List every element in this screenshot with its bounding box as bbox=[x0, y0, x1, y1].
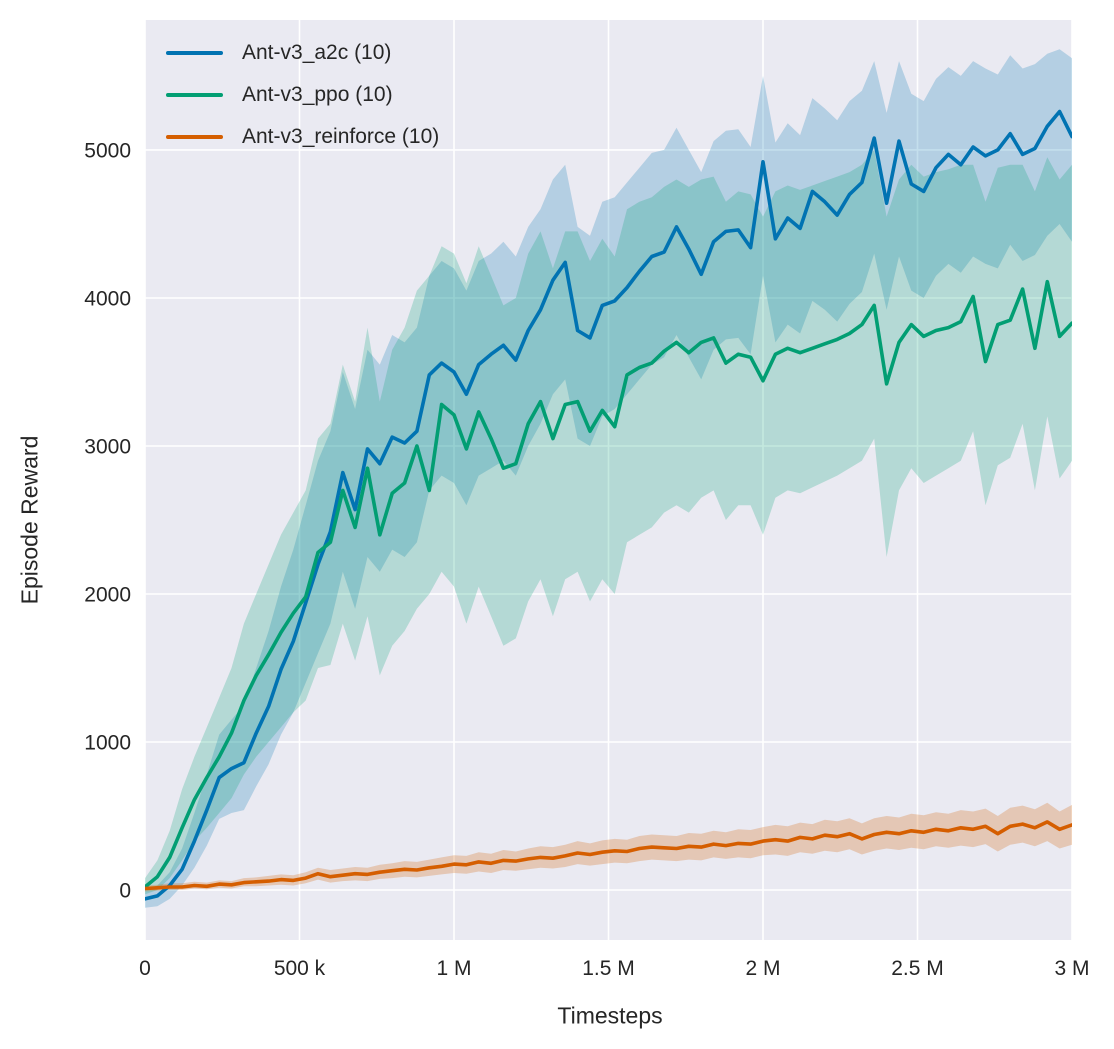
legend-entry-ppo: Ant-v3_ppo (10) bbox=[166, 74, 439, 116]
x-axis-label: Timesteps bbox=[557, 1002, 663, 1029]
x-tick-label: 500 k bbox=[274, 957, 326, 980]
legend-label-reinforce: Ant-v3_reinforce (10) bbox=[242, 125, 440, 148]
y-tick-label: 1000 bbox=[84, 732, 131, 755]
confidence-band-a2c bbox=[145, 49, 1072, 908]
y-axis-label: Episode Reward bbox=[16, 435, 43, 605]
x-tick-labels: 0 500 k 1 M 1.5 M 2 M 2.5 M 3 M bbox=[139, 957, 1089, 980]
x-tick-label: 0 bbox=[139, 957, 151, 980]
y-tick-label: 4000 bbox=[84, 288, 131, 311]
legend: Ant-v3_a2c (10) Ant-v3_ppo (10) Ant-v3_r… bbox=[166, 32, 439, 158]
y-tick-label: 5000 bbox=[84, 139, 131, 162]
y-tick-label: 2000 bbox=[84, 584, 131, 607]
gridlines bbox=[144, 20, 1073, 940]
legend-entry-reinforce: Ant-v3_reinforce (10) bbox=[166, 116, 439, 158]
mean-line-a2c bbox=[145, 109, 1072, 901]
plot-layers bbox=[145, 49, 1072, 908]
x-tick-label: 2.5 M bbox=[891, 957, 944, 980]
legend-label-ppo: Ant-v3_ppo (10) bbox=[242, 83, 393, 106]
x-tick-label: 3 M bbox=[1054, 957, 1089, 980]
legend-line-swatch-a2c bbox=[166, 51, 223, 55]
x-tick-label: 1 M bbox=[436, 957, 471, 980]
y-tick-label: 0 bbox=[119, 880, 131, 903]
mean-line-reinforce bbox=[145, 820, 1072, 891]
legend-label-a2c: Ant-v3_a2c (10) bbox=[242, 41, 392, 64]
mean-line-ppo bbox=[145, 279, 1072, 889]
legend-line-swatch-ppo bbox=[166, 93, 223, 97]
y-tick-label: 3000 bbox=[84, 436, 131, 459]
y-tick-labels: 0 1000 2000 3000 4000 5000 bbox=[84, 139, 131, 902]
legend-line-swatch-reinforce bbox=[166, 135, 223, 139]
legend-entry-a2c: Ant-v3_a2c (10) bbox=[166, 32, 439, 74]
x-tick-label: 1.5 M bbox=[582, 957, 635, 980]
x-tick-label: 2 M bbox=[745, 957, 780, 980]
confidence-band-reinforce bbox=[145, 802, 1072, 892]
